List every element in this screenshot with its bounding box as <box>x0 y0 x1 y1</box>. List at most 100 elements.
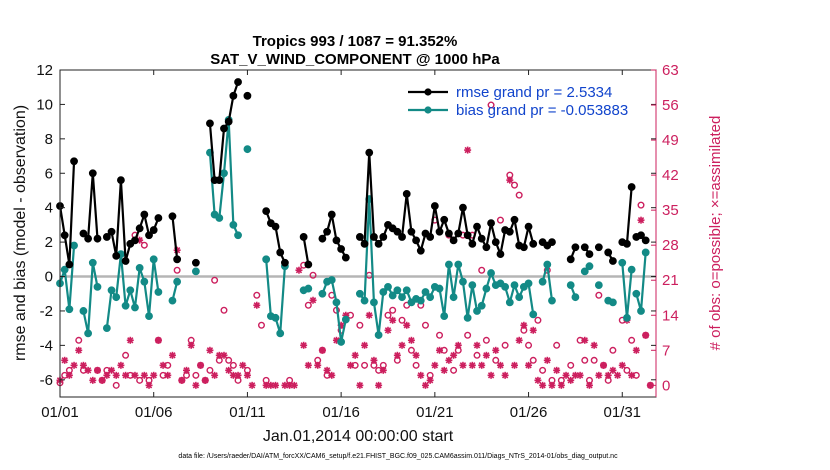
obs-assimilated-stroke <box>530 327 537 334</box>
obs-assimilated-marker <box>412 351 420 359</box>
obs-assimilated-marker <box>178 376 186 384</box>
obs-possible-marker <box>609 346 617 354</box>
rmse-point <box>524 222 533 231</box>
right-tick-label: 7 <box>662 342 670 359</box>
obs-assimilated-stroke <box>122 372 129 379</box>
obs-assimilated-marker <box>183 366 191 374</box>
rmse-point <box>608 257 617 265</box>
rmse-point <box>416 246 425 255</box>
x-tick-label: 01/01 <box>41 404 79 421</box>
obs-assimilated-stroke <box>464 146 471 154</box>
obs-assimilated-stroke <box>211 372 218 379</box>
bias-point <box>360 296 369 305</box>
bias-point <box>618 258 627 267</box>
x-tick-label: 01/26 <box>510 404 548 421</box>
obs-assimilated-marker <box>323 366 331 374</box>
obs-assimilated-marker <box>164 371 172 379</box>
obs-assimilated-stroke <box>478 362 485 369</box>
obs-assimilated-stroke <box>323 367 331 374</box>
obs-assimilated-stroke <box>356 382 364 389</box>
bias-point <box>65 305 74 314</box>
obs-possible-marker <box>136 376 144 384</box>
y-axis-label-right: # of obs: o=possible; ×=assimilated <box>707 116 724 351</box>
obs-assimilated-stroke <box>295 267 303 274</box>
obs-assimilated-marker <box>248 381 256 389</box>
rmse-point <box>224 117 233 126</box>
obs-assimilated-stroke <box>239 362 246 369</box>
obs-assimilated-stroke <box>352 352 359 359</box>
obs-assimilated-stroke <box>66 372 73 379</box>
rmse-point <box>191 258 200 267</box>
bias-point <box>608 298 617 307</box>
rmse-point <box>79 229 88 238</box>
right-tick-label: 35 <box>662 202 679 219</box>
obs-assimilated-stroke <box>309 297 317 304</box>
rmse-point <box>491 238 500 247</box>
obs-assimilated-stroke <box>558 382 565 389</box>
obs-assimilated-marker <box>225 366 233 374</box>
obs-assimilated-marker <box>365 311 373 319</box>
rmse-point <box>149 226 158 234</box>
bias-point <box>505 298 514 307</box>
bias-point <box>580 267 589 276</box>
rmse-point <box>468 239 477 248</box>
obs-assimilated-marker <box>98 376 106 384</box>
rmse-point <box>430 202 439 210</box>
rmse-series-line <box>58 161 76 266</box>
obs-assimilated-marker <box>628 371 636 379</box>
obs-assimilated-marker <box>426 376 434 384</box>
obs-assimilated-marker <box>454 341 462 349</box>
rmse-point <box>318 234 327 243</box>
bias-point <box>154 288 163 296</box>
rmse-point <box>637 231 645 240</box>
obs-assimilated-marker <box>253 301 261 309</box>
rmse-point <box>220 124 228 133</box>
rmse-point <box>580 243 589 252</box>
obs-assimilated-marker <box>220 351 228 359</box>
obs-assimilated-stroke <box>262 382 270 389</box>
obs-assimilated-stroke <box>586 382 593 389</box>
left-tick-label: 2 <box>45 234 53 251</box>
rmse-point <box>140 210 149 219</box>
obs-assimilated-stroke <box>553 367 560 374</box>
bias-point <box>140 277 149 286</box>
obs-assimilated-stroke <box>197 362 204 369</box>
obs-assimilated-stroke <box>80 362 87 369</box>
obs-possible-marker <box>356 321 364 329</box>
rmse-point <box>102 233 111 241</box>
left-tick-label: 0 <box>45 269 53 286</box>
obs-possible-marker <box>309 271 317 279</box>
rmse-point <box>131 236 139 245</box>
obs-assimilated-stroke <box>562 372 570 379</box>
bias-series-line <box>635 252 647 313</box>
obs-assimilated-stroke <box>567 377 574 384</box>
obs-assimilated-marker <box>398 341 406 349</box>
obs-assimilated-stroke <box>159 362 167 369</box>
obs-assimilated-marker <box>295 266 303 274</box>
obs-assimilated-stroke <box>253 302 260 309</box>
obs-assimilated-marker <box>436 346 444 354</box>
obs-assimilated-stroke <box>417 372 424 379</box>
obs-assimilated-stroke <box>61 357 68 364</box>
y-axis-label-left: rmse and bias (model - observation) <box>12 105 29 361</box>
rmse-point <box>463 231 472 240</box>
obs-assimilated-marker <box>557 381 565 389</box>
obs-assimilated-marker <box>61 356 69 364</box>
rmse-point <box>365 148 374 157</box>
obs-assimilated-marker <box>70 361 78 369</box>
obs-possible-marker <box>229 361 237 369</box>
rmse-series-line <box>621 186 633 245</box>
rmse-point <box>398 233 406 241</box>
bias-point <box>93 282 102 291</box>
obs-assimilated-stroke <box>244 372 251 379</box>
obs-assimilated-stroke <box>305 362 312 369</box>
obs-possible-marker <box>398 316 406 324</box>
obs-assimilated-marker <box>112 371 120 379</box>
bias-point <box>510 281 519 290</box>
obs-assimilated-marker <box>356 381 364 389</box>
obs-assimilated-stroke <box>230 372 237 379</box>
obs-assimilated-stroke <box>590 342 598 349</box>
obs-assimilated-stroke <box>520 322 528 329</box>
obs-assimilated-stroke <box>389 317 396 324</box>
